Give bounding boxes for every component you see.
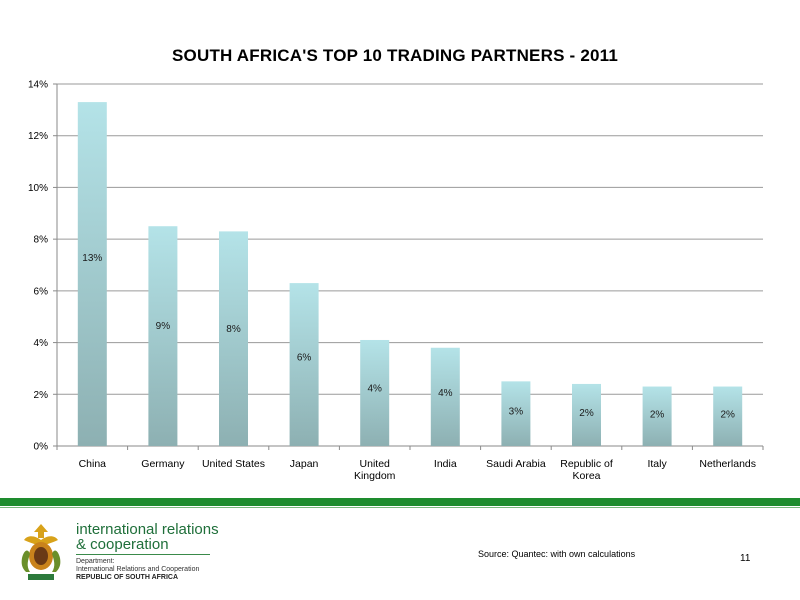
x-tick-label: Germany	[141, 458, 185, 470]
bar	[219, 231, 248, 446]
bar	[572, 383, 601, 446]
x-tick-label: Italy	[647, 458, 667, 470]
bar	[360, 339, 390, 446]
data-label: 13%	[82, 253, 102, 264]
y-tick-label: 10%	[28, 183, 48, 194]
bar-chart: 13% 9% 8% 6% 4% 4% 3% 2% 2% 2% 0% 2% 4% 6% 8% 10% 12% 14…	[28, 80, 764, 482]
coat-of-arms-logo	[21, 524, 61, 580]
x-tick-label: Saudi Arabia	[486, 458, 546, 470]
chart-title: SOUTH AFRICA'S TOP 10 TRADING PARTNERS -…	[172, 46, 618, 65]
data-label: 6%	[297, 352, 312, 363]
y-tick-label: 14%	[28, 80, 48, 91]
y-tick-label: 8%	[34, 235, 49, 246]
x-tick-label: India	[434, 458, 457, 470]
data-label: 2%	[579, 408, 594, 419]
y-tick-label: 4%	[34, 338, 49, 349]
logo-divider	[76, 554, 210, 555]
bar	[430, 347, 460, 446]
x-tick-label: United	[360, 458, 391, 470]
x-tick-label: United States	[202, 458, 265, 470]
data-label: 4%	[367, 384, 382, 395]
bar	[148, 226, 178, 446]
org-name-line-1: international relations	[76, 521, 219, 538]
y-tick-label: 6%	[34, 286, 49, 297]
organization-logo-text: international relations & cooperation De…	[76, 522, 219, 582]
country-name: REPUBLIC OF SOUTH AFRICA	[76, 574, 179, 581]
x-tick-label: China	[79, 458, 107, 470]
data-label: 4%	[438, 388, 453, 399]
data-label: 9%	[156, 321, 171, 332]
bar	[713, 386, 743, 446]
x-axis: China Germany United States Japan UnitedKing…	[56, 446, 764, 482]
x-tick-label: Japan	[290, 458, 319, 470]
y-tick-label: 0%	[34, 442, 49, 453]
y-tick-label: 12%	[28, 131, 48, 142]
y-tick-label: 2%	[34, 390, 49, 401]
dept-label: Department:	[76, 558, 115, 565]
y-axis: 0% 2% 4% 6% 8% 10% 12% 14%	[28, 80, 58, 453]
bar	[77, 102, 107, 446]
data-labels: 13% 9% 8% 6% 4% 4% 3% 2% 2% 2%	[82, 253, 735, 420]
bar	[642, 386, 672, 446]
x-tick-label: Republic of	[560, 458, 613, 470]
x-tick-label: Korea	[572, 470, 600, 482]
data-label: 2%	[720, 409, 735, 420]
data-label: 3%	[509, 406, 524, 417]
page-number: 11	[740, 553, 751, 564]
org-name-line-2: & cooperation	[76, 536, 169, 553]
footer-green-bar	[0, 498, 800, 506]
footer-divider	[0, 507, 800, 508]
data-label: 8%	[226, 324, 241, 335]
dept-name: International Relations and Cooperation	[76, 566, 200, 573]
bar	[289, 283, 319, 446]
bars	[77, 102, 743, 446]
data-label: 2%	[650, 409, 665, 420]
bar	[501, 381, 531, 446]
x-tick-label: Kingdom	[354, 470, 396, 482]
x-tick-label: Netherlands	[699, 458, 756, 470]
source-note: Source: Quantec: with own calculations	[478, 549, 636, 559]
